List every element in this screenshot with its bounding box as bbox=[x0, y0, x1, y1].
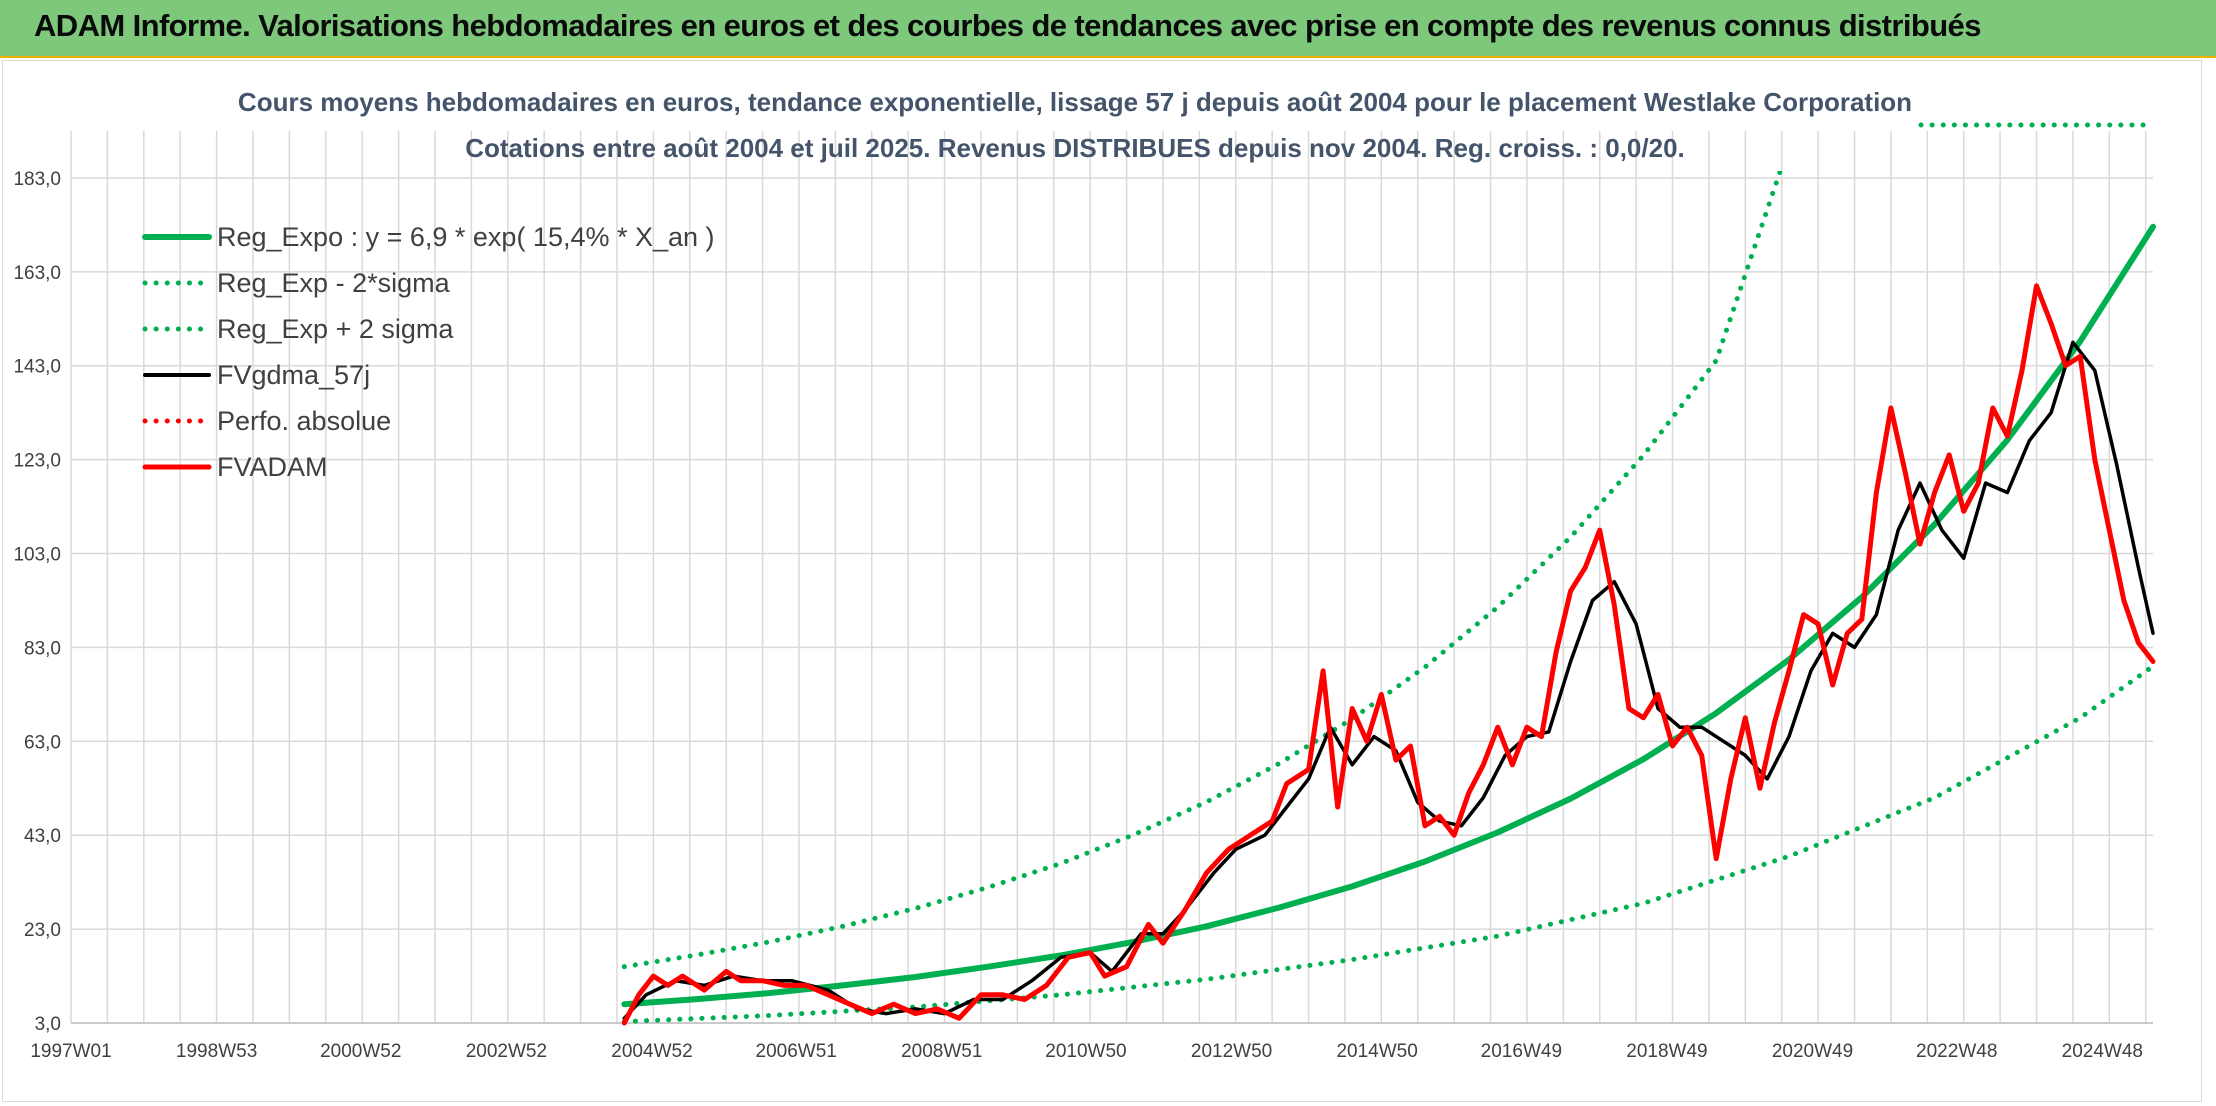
x-tick-label: 2014W50 bbox=[1336, 1041, 1417, 1062]
legend-label: Perfo. absolue bbox=[217, 406, 391, 436]
y-tick-label: 63,0 bbox=[24, 732, 61, 753]
legend-label: Reg_Expo : y = 6,9 * exp( 15,4% * X_an ) bbox=[217, 222, 715, 252]
axes: 3,0 23,0 43,0 63,0 83,0 103,0 123,0 143,0 163,0 1… bbox=[13, 169, 2153, 1062]
x-tick-label: 2018W49 bbox=[1626, 1041, 1707, 1062]
chart-canvas: Cours moyens hebdomadaires en euros, ten… bbox=[13, 87, 2156, 1062]
series-line-fvgdma-57j bbox=[622, 340, 2155, 1021]
y-tick-label: 3,0 bbox=[35, 1014, 61, 1035]
x-tick-label: 2004W52 bbox=[611, 1041, 692, 1062]
series-line-reg-exp-2-sigma bbox=[621, 663, 2156, 1025]
legend-label: Reg_Exp + 2 sigma bbox=[217, 314, 454, 344]
y-tick-label: 103,0 bbox=[13, 545, 61, 566]
x-tick-label: 1997W01 bbox=[30, 1041, 111, 1062]
grid bbox=[70, 131, 2153, 1024]
legend-label: Reg_Exp - 2*sigma bbox=[217, 268, 451, 298]
x-tick-label: 2022W48 bbox=[1916, 1041, 1997, 1062]
y-tick-label: 23,0 bbox=[24, 920, 61, 941]
chart-title: Cours moyens hebdomadaires en euros, ten… bbox=[238, 87, 1912, 163]
series-line-reg-expo-y-6-9-exp-15-4-x-an bbox=[621, 223, 2156, 1008]
chart-title-line-2: Cotations entre août 2004 et juil 2025. … bbox=[465, 133, 1685, 163]
report-title: ADAM Informe. Valorisations hebdomadaire… bbox=[34, 8, 1981, 43]
legend-label: FVgdma_57j bbox=[217, 360, 370, 390]
legend-label: FVADAM bbox=[217, 452, 328, 482]
chart-area: Cours moyens hebdomadaires en euros, ten… bbox=[2, 60, 2202, 1102]
y-tick-label: 183,0 bbox=[13, 169, 61, 190]
x-tick-label: 2002W52 bbox=[466, 1041, 547, 1062]
report-banner: ADAM Informe. Valorisations hebdomadaire… bbox=[0, 0, 2216, 58]
x-tick-label: 2024W48 bbox=[2062, 1041, 2143, 1062]
chart-title-line-1: Cours moyens hebdomadaires en euros, ten… bbox=[238, 87, 1912, 117]
x-tick-label: 2006W51 bbox=[756, 1041, 837, 1062]
y-tick-label: 143,0 bbox=[13, 357, 61, 378]
x-tick-label: 2010W50 bbox=[1045, 1041, 1126, 1062]
legend: Reg_Expo : y = 6,9 * exp( 15,4% * X_an )… bbox=[142, 222, 715, 482]
x-tick-label: 1998W53 bbox=[176, 1041, 257, 1062]
x-tick-label: 2000W52 bbox=[320, 1041, 401, 1062]
y-tick-label: 123,0 bbox=[13, 451, 61, 472]
series bbox=[621, 122, 2156, 1026]
series-line-reg-exp-2-sigma bbox=[621, 171, 1783, 970]
x-tick-label: 2020W49 bbox=[1772, 1041, 1853, 1062]
y-tick-label: 163,0 bbox=[13, 263, 61, 284]
x-tick-label: 2008W51 bbox=[901, 1041, 982, 1062]
x-tick-label: 2012W50 bbox=[1191, 1041, 1272, 1062]
series-line-fvadam bbox=[621, 283, 2156, 1026]
x-tick-label: 2016W49 bbox=[1481, 1041, 1562, 1062]
y-tick-label: 43,0 bbox=[24, 826, 61, 847]
y-tick-label: 83,0 bbox=[24, 638, 61, 659]
